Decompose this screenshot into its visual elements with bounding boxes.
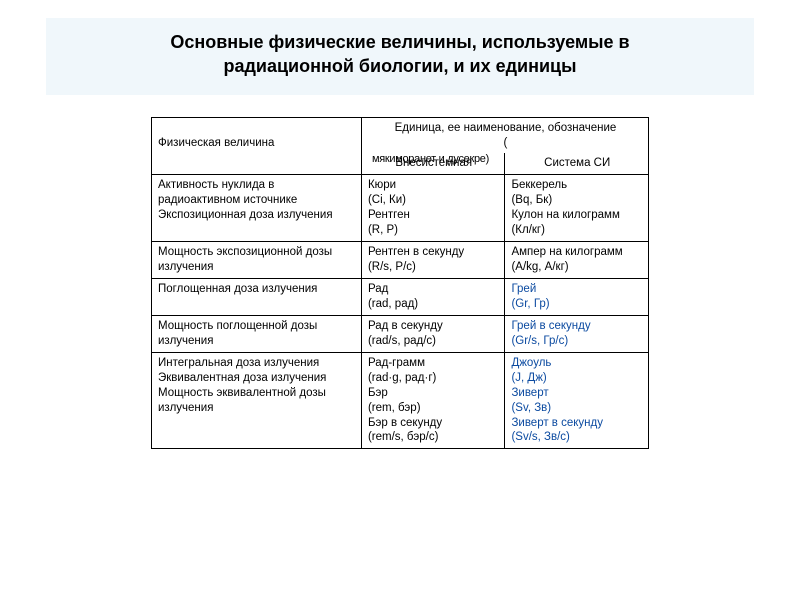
cell-quantity: Поглощенная доза излучения (152, 279, 362, 316)
table-row: Поглощенная доза излученияРад(rad, рад)Г… (152, 279, 649, 316)
cell-nonsi: Рад-грамм(rad·g, рад·г)Бэр(rem, бэр)Бэр … (361, 352, 505, 449)
cell-quantity: Мощность поглощенной дозы излучения (152, 315, 362, 352)
cell-si: Ампер на килограмм(A/kg, А/кг) (505, 242, 649, 279)
table-wrap: Физическая величина Единица, ее наименов… (151, 117, 649, 450)
cell-si: Джоуль(J, Дж)Зиверт(Sv, Зв)Зиверт в секу… (505, 352, 649, 449)
header-smudge: мякиморанет и дусекре) (372, 152, 489, 166)
cell-nonsi: Кюри(Ci, Ки)Рентген(R, Р) (361, 175, 505, 242)
table-row: Интегральная доза излученияЭквивалентная… (152, 352, 649, 449)
units-table: Физическая величина Единица, ее наименов… (151, 117, 649, 450)
cell-quantity: Активность нуклида в радиоактивном источ… (152, 175, 362, 242)
cell-nonsi: Рентген в секунду(R/s, Р/с) (361, 242, 505, 279)
cell-si: Грей(Gr, Гр) (505, 279, 649, 316)
cell-quantity: Интегральная доза излученияЭквивалентная… (152, 352, 362, 449)
header-col3-sub: Система СИ (505, 153, 649, 174)
title-band: Основные физические величины, используем… (46, 18, 754, 95)
cell-quantity: Мощность экспозиционной дозы излучения (152, 242, 362, 279)
header-col23-top: Единица, ее наименование, обозначение ( (361, 117, 648, 153)
cell-nonsi: Рад(rad, рад) (361, 279, 505, 316)
header-col23-text: Единица, ее наименование, обозначение (395, 122, 617, 134)
title-line1: Основные физические величины, используем… (170, 32, 629, 52)
cell-si: Беккерель(Bq, Бк)Кулон на килограмм(Кл/к… (505, 175, 649, 242)
title-line2: радиационной биологии, и их единицы (223, 56, 576, 76)
cell-si: Грей в секунду(Gr/s, Гр/с) (505, 315, 649, 352)
table-header-row-1: Физическая величина Единица, ее наименов… (152, 117, 649, 153)
header-paren: ( (504, 137, 508, 149)
table-row: Мощность поглощенной дозы излученияРад в… (152, 315, 649, 352)
table-row: Активность нуклида в радиоактивном источ… (152, 175, 649, 242)
page-title: Основные физические величины, используем… (66, 30, 734, 79)
header-col1: Физическая величина (152, 117, 362, 175)
cell-nonsi: Рад в секунду(rad/s, рад/с) (361, 315, 505, 352)
header-col2-sub: Внесистемная мякиморанет и дусекре) (361, 153, 505, 174)
table-row: Мощность экспозиционной дозы излученияРе… (152, 242, 649, 279)
table-body: Активность нуклида в радиоактивном источ… (152, 175, 649, 449)
